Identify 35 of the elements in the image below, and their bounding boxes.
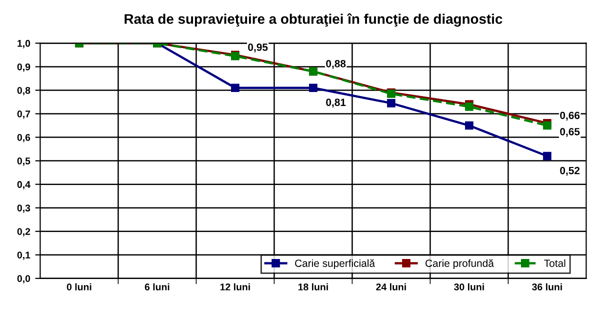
x-tick-label: 6 luni (144, 283, 170, 290)
point (309, 84, 318, 92)
y-tick-label: 0,9 (17, 63, 30, 72)
legend-label: Carie superficială (295, 259, 376, 270)
point (543, 121, 552, 130)
point (387, 99, 396, 108)
x-tick-label: 12 luni (220, 283, 250, 290)
annotation: 0,95 (248, 44, 268, 52)
annotation: 0,52 (560, 166, 580, 176)
y-tick-label: 0,2 (17, 228, 30, 236)
point (543, 152, 552, 160)
y-tick-label: 0,7 (17, 110, 30, 119)
y-tick-label: 0,5 (17, 158, 30, 166)
point (231, 84, 240, 92)
x-tick-label: 0 luni (66, 283, 92, 290)
x-tick-label: 18 luni (298, 283, 328, 290)
point (465, 102, 474, 111)
annotation: 0,88 (326, 60, 346, 69)
x-tick-label: 36 luni (532, 283, 562, 290)
x-tick-label: 30 luni (454, 283, 484, 290)
y-tick-label: 0,3 (17, 204, 30, 213)
y-tick-label: 1,0 (18, 40, 30, 48)
x-tick-label: 24 luni (376, 283, 406, 290)
annotation: 0,66 (560, 112, 580, 121)
y-tick-label: 0,1 (17, 252, 30, 260)
y-tick-label: 0,0 (17, 275, 30, 284)
legend-label: Carie profundă (426, 259, 494, 270)
legend-label: Total (544, 259, 566, 267)
y-tick-label: 0,4 (17, 181, 30, 190)
chart-title: Rata de supravieţuire a obturaţiei în funcţie de diagnostic (124, 13, 502, 27)
annotation: 0,81 (326, 98, 346, 108)
y-tick-label: 0,8 (17, 86, 30, 96)
annotation: 0,65 (560, 128, 580, 137)
y-tick-label: 0,6 (17, 134, 30, 142)
point (465, 121, 474, 130)
